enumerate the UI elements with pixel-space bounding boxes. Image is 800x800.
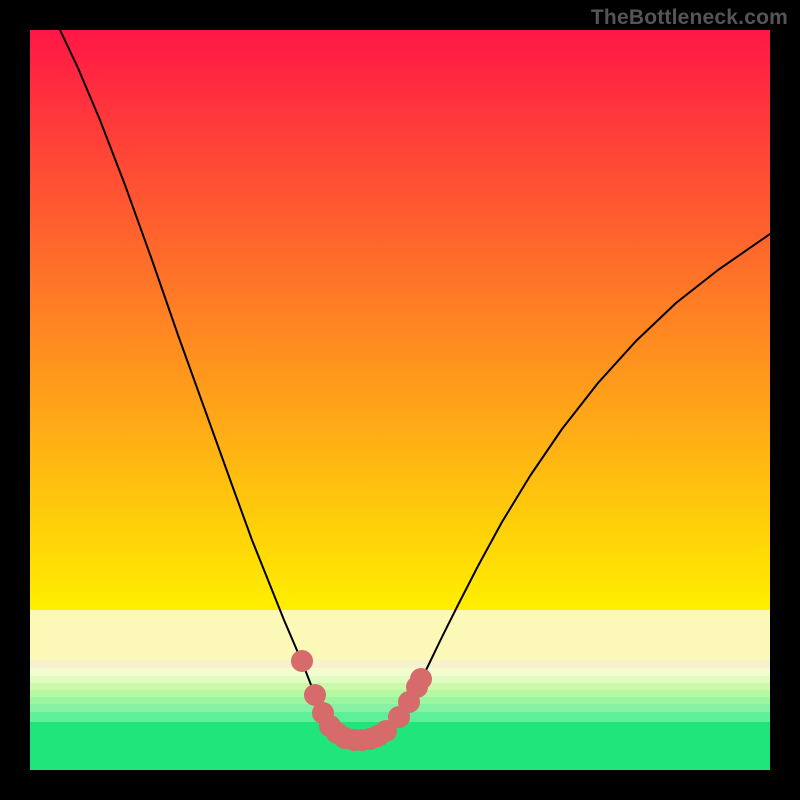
gradient-band-10 xyxy=(30,722,770,770)
gradient-band-2 xyxy=(30,660,770,668)
marker-dot xyxy=(291,650,313,672)
bottleneck-chart xyxy=(0,0,800,800)
gradient-band-3 xyxy=(30,668,770,676)
gradient-band-5 xyxy=(30,683,770,690)
plot-area xyxy=(30,30,770,770)
watermark-text: TheBottleneck.com xyxy=(591,6,788,30)
gradient-band-4 xyxy=(30,676,770,683)
chart-container: TheBottleneck.com xyxy=(0,0,800,800)
marker-dot xyxy=(410,668,432,690)
gradient-band-1 xyxy=(30,610,770,660)
